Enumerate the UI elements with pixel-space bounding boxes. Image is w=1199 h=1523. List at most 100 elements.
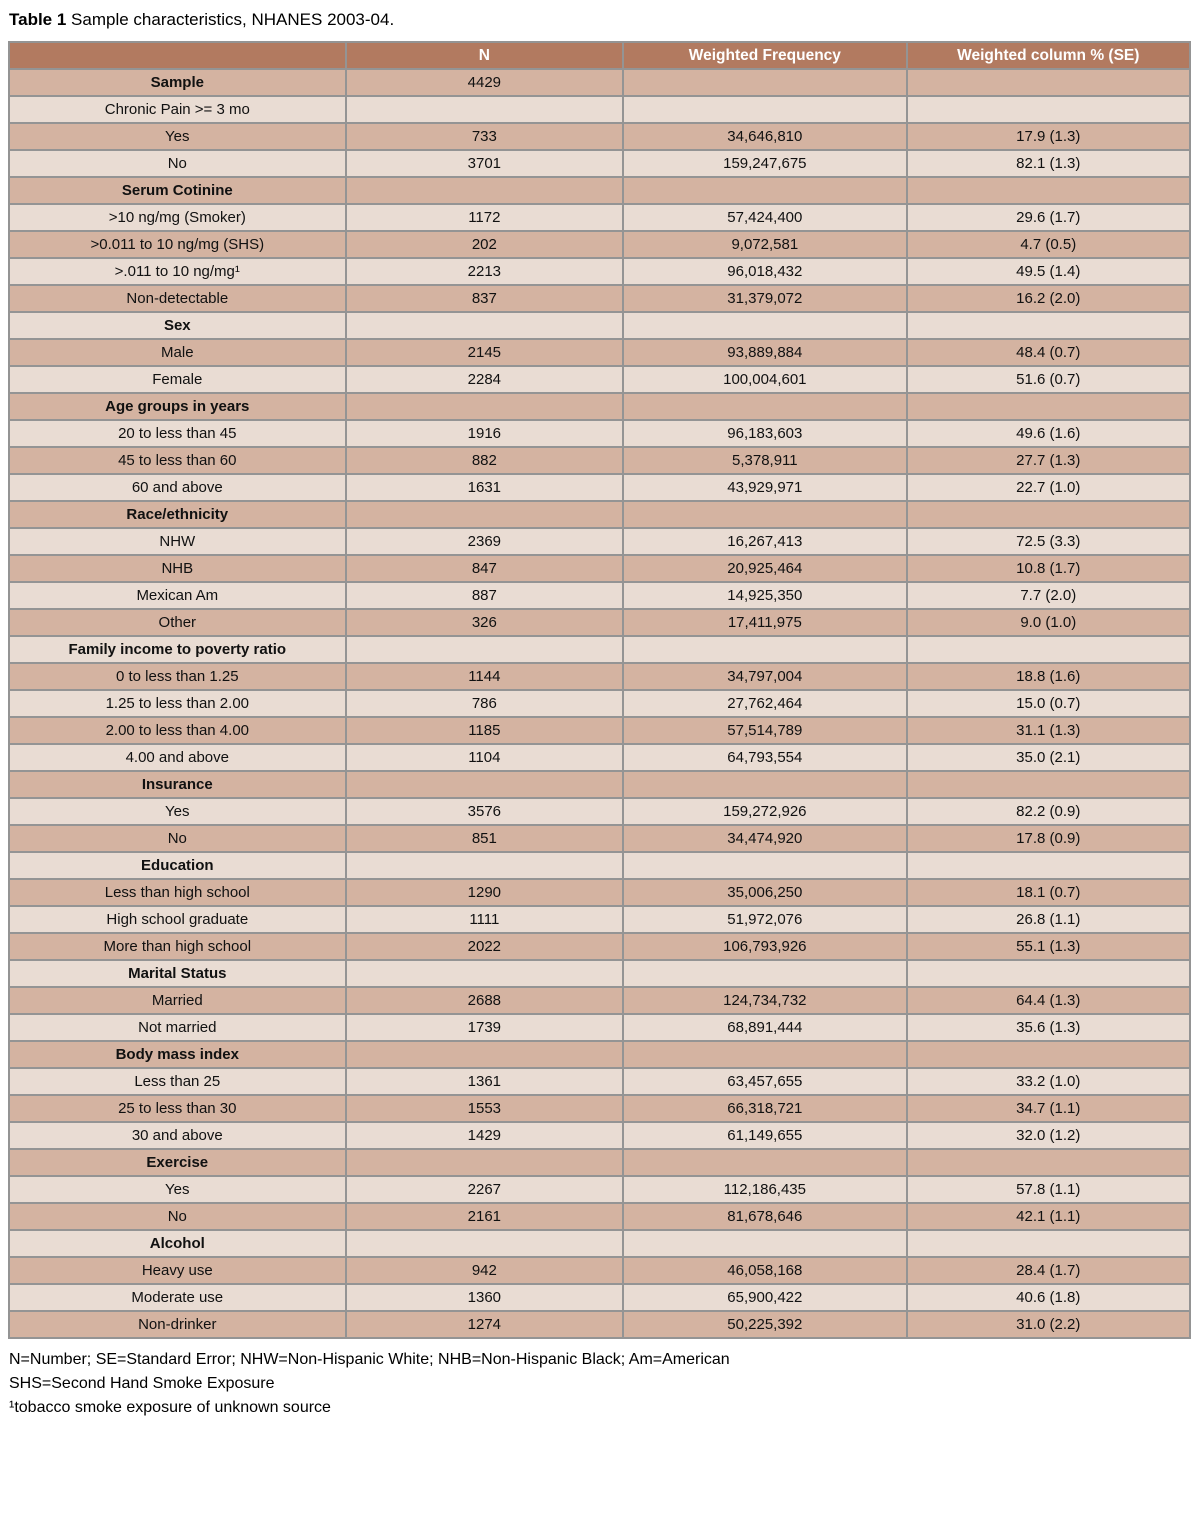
cell-freq: 34,797,004 <box>622 662 908 691</box>
cell-label: No <box>8 824 347 853</box>
cell-pct <box>905 770 1192 799</box>
cell-freq: 34,474,920 <box>622 824 908 853</box>
cell-n: 942 <box>344 1256 625 1285</box>
cell-freq: 17,411,975 <box>622 608 908 637</box>
cell-pct <box>905 68 1192 97</box>
cell-freq <box>622 68 908 97</box>
table-row: Married 2688 124,734,732 64.4 (1.3) <box>8 986 1192 1015</box>
table-row: Mexican Am 887 14,925,350 7.7 (2.0) <box>8 581 1192 610</box>
cell-pct: 55.1 (1.3) <box>905 932 1192 961</box>
cell-label: Male <box>8 338 347 367</box>
cell-label: Non-drinker <box>8 1310 347 1339</box>
cell-n <box>344 95 625 124</box>
cell-n: 1739 <box>344 1013 625 1042</box>
table-row: 1.25 to less than 2.00 786 27,762,464 15.0 … <box>8 689 1192 718</box>
table-row: Sample 4429 <box>8 68 1192 97</box>
table-row: 60 and above 1631 43,929,971 22.7 (1.0) <box>8 473 1192 502</box>
header-cell-label <box>8 41 347 70</box>
cell-n: 786 <box>344 689 625 718</box>
cell-label: 2.00 to less than 4.00 <box>8 716 347 745</box>
cell-n: 1111 <box>344 905 625 934</box>
cell-n: 1916 <box>344 419 625 448</box>
table-row: Heavy use 942 46,058,168 28.4 (1.7) <box>8 1256 1192 1285</box>
header-row: N Weighted Frequency Weighted column % (… <box>8 41 1192 70</box>
table-title-text: Sample characteristics, NHANES 2003-04. <box>66 10 395 29</box>
cell-pct: 82.2 (0.9) <box>905 797 1192 826</box>
cell-freq: 43,929,971 <box>622 473 908 502</box>
cell-pct: 72.5 (3.3) <box>905 527 1192 556</box>
cell-pct: 49.6 (1.6) <box>905 419 1192 448</box>
cell-freq: 34,646,810 <box>622 122 908 151</box>
cell-freq <box>622 392 908 421</box>
cell-label: Body mass index <box>8 1040 347 1069</box>
cell-n <box>344 311 625 340</box>
table-row: Non-detectable 837 31,379,072 16.2 (2.0) <box>8 284 1192 313</box>
cell-n <box>344 1040 625 1069</box>
cell-n: 2688 <box>344 986 625 1015</box>
table-row: Age groups in years <box>8 392 1192 421</box>
cell-label: 1.25 to less than 2.00 <box>8 689 347 718</box>
cell-freq <box>622 1229 908 1258</box>
table-row: NHB 847 20,925,464 10.8 (1.7) <box>8 554 1192 583</box>
cell-n: 2284 <box>344 365 625 394</box>
cell-label: More than high school <box>8 932 347 961</box>
cell-n: 3701 <box>344 149 625 178</box>
cell-label: Exercise <box>8 1148 347 1177</box>
cell-freq <box>622 770 908 799</box>
cell-freq <box>622 959 908 988</box>
cell-n <box>344 176 625 205</box>
cell-pct <box>905 1229 1192 1258</box>
cell-pct: 16.2 (2.0) <box>905 284 1192 313</box>
cell-freq: 106,793,926 <box>622 932 908 961</box>
cell-freq: 63,457,655 <box>622 1067 908 1096</box>
footnotes: N=Number; SE=Standard Error; NHW=Non-His… <box>9 1348 1191 1420</box>
cell-n: 733 <box>344 122 625 151</box>
cell-pct: 9.0 (1.0) <box>905 608 1192 637</box>
cell-freq: 31,379,072 <box>622 284 908 313</box>
cell-pct: 10.8 (1.7) <box>905 554 1192 583</box>
cell-n: 1361 <box>344 1067 625 1096</box>
cell-pct: 48.4 (0.7) <box>905 338 1192 367</box>
cell-pct: 42.1 (1.1) <box>905 1202 1192 1231</box>
cell-pct: 57.8 (1.1) <box>905 1175 1192 1204</box>
cell-label: Family income to poverty ratio <box>8 635 347 664</box>
table-row: Female 2284 100,004,601 51.6 (0.7) <box>8 365 1192 394</box>
cell-label: No <box>8 1202 347 1231</box>
cell-pct: 4.7 (0.5) <box>905 230 1192 259</box>
cell-n: 1360 <box>344 1283 625 1312</box>
cell-label: NHB <box>8 554 347 583</box>
cell-freq: 27,762,464 <box>622 689 908 718</box>
table-row: Yes 2267 112,186,435 57.8 (1.1) <box>8 1175 1192 1204</box>
cell-n: 851 <box>344 824 625 853</box>
table-row: Non-drinker 1274 50,225,392 31.0 (2.2) <box>8 1310 1192 1339</box>
table-row: Race/ethnicity <box>8 500 1192 529</box>
table-body: Sample 4429 Chronic Pain >= 3 mo Yes 733 34,6… <box>8 68 1192 1339</box>
cell-n: 1185 <box>344 716 625 745</box>
cell-pct: 64.4 (1.3) <box>905 986 1192 1015</box>
cell-pct: 31.0 (2.2) <box>905 1310 1192 1339</box>
cell-freq: 66,318,721 <box>622 1094 908 1123</box>
cell-freq <box>622 311 908 340</box>
table-row: More than high school 2022 106,793,926 55.1… <box>8 932 1192 961</box>
table-row: Less than 25 1361 63,457,655 33.2 (1.0) <box>8 1067 1192 1096</box>
header-cell-n: N <box>344 41 625 70</box>
table-row: Serum Cotinine <box>8 176 1192 205</box>
cell-label: High school graduate <box>8 905 347 934</box>
cell-n: 1429 <box>344 1121 625 1150</box>
table-row: Yes 3576 159,272,926 82.2 (0.9) <box>8 797 1192 826</box>
table-row: >0.011 to 10 ng/mg (SHS) 202 9,072,581 4.7 … <box>8 230 1192 259</box>
cell-label: >.011 to 10 ng/mg¹ <box>8 257 347 286</box>
cell-pct: 34.7 (1.1) <box>905 1094 1192 1123</box>
cell-freq: 51,972,076 <box>622 905 908 934</box>
cell-freq: 93,889,884 <box>622 338 908 367</box>
cell-n: 2213 <box>344 257 625 286</box>
cell-label: Sample <box>8 68 347 97</box>
table-row: Other 326 17,411,975 9.0 (1.0) <box>8 608 1192 637</box>
cell-label: 25 to less than 30 <box>8 1094 347 1123</box>
header-cell-weighted-frequency: Weighted Frequency <box>622 41 908 70</box>
table-row: 2.00 to less than 4.00 1185 57,514,789 31.1… <box>8 716 1192 745</box>
cell-label: Education <box>8 851 347 880</box>
cell-label: 20 to less than 45 <box>8 419 347 448</box>
cell-label: No <box>8 149 347 178</box>
cell-freq: 64,793,554 <box>622 743 908 772</box>
